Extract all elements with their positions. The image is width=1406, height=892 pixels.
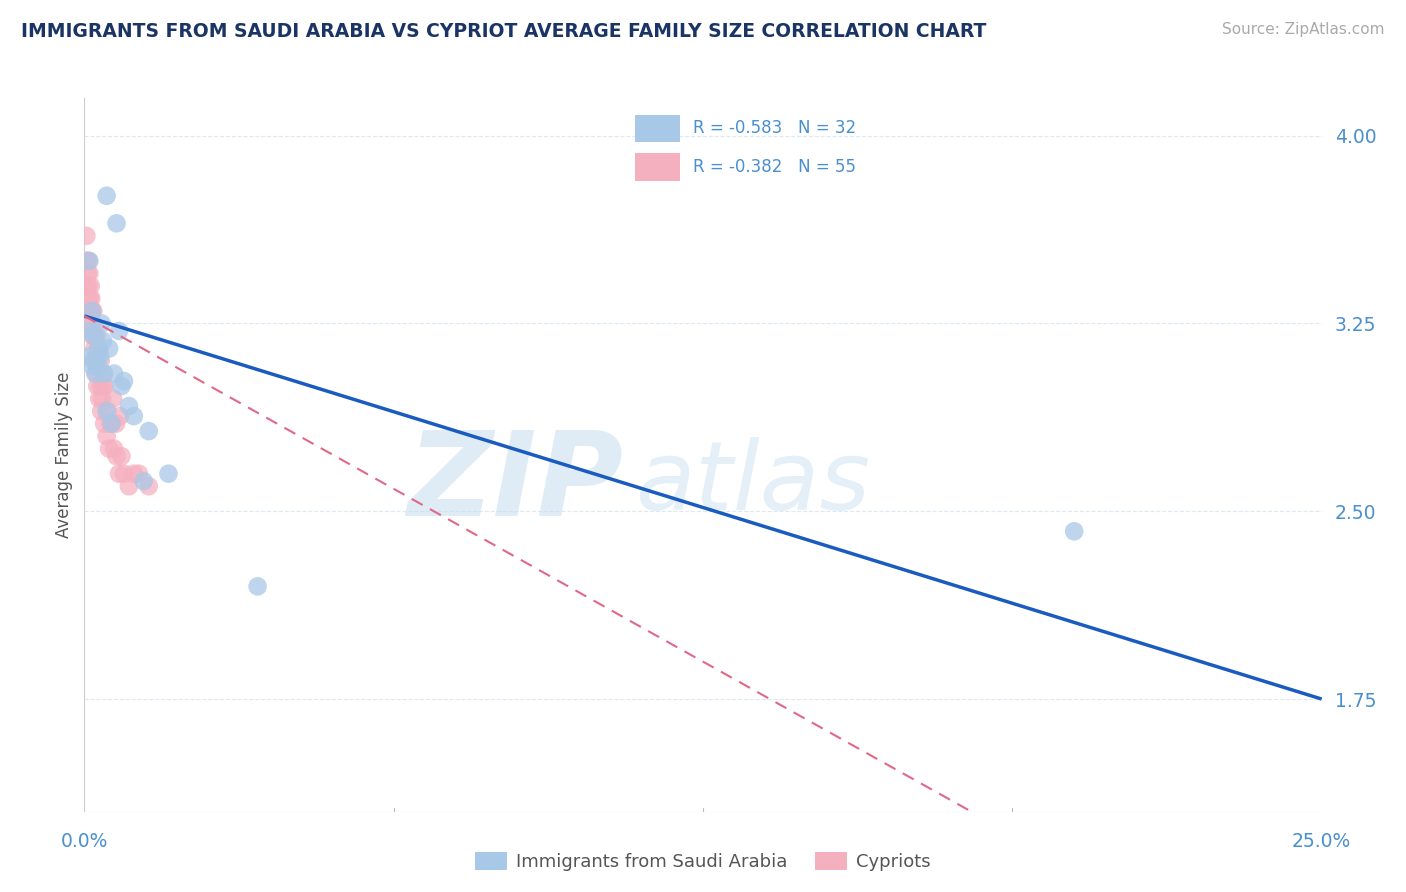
Point [79, 349, 101, 363]
Point [87, 359, 110, 373]
Point [79, 253, 101, 268]
Point [91, 379, 114, 393]
Point [112, 374, 135, 388]
Point [82, 359, 104, 373]
Point [82, 354, 104, 368]
Point [80, 317, 103, 331]
Point [87, 342, 110, 356]
Point [83, 329, 105, 343]
Point [108, 409, 131, 423]
Point [246, 579, 269, 593]
Y-axis label: Average Family Size: Average Family Size [55, 372, 73, 538]
Point [103, 367, 125, 381]
Point [91, 334, 114, 348]
Point [105, 417, 128, 431]
Point [86, 349, 108, 363]
Text: ZIP: ZIP [406, 426, 623, 541]
Point [90, 354, 112, 368]
Point [138, 479, 160, 493]
Point [98, 342, 121, 356]
Point [96, 429, 118, 443]
Point [83, 329, 105, 343]
Legend: Immigrants from Saudi Arabia, Cypriots: Immigrants from Saudi Arabia, Cypriots [468, 845, 938, 879]
Point [77, 253, 100, 268]
Point [75, 228, 97, 243]
Point [97, 404, 120, 418]
Point [157, 467, 180, 481]
Point [79, 292, 101, 306]
Point [82, 304, 104, 318]
Point [82, 317, 104, 331]
Point [110, 379, 132, 393]
Point [84, 367, 107, 381]
Point [100, 417, 122, 431]
Point [138, 424, 160, 438]
Point [105, 449, 128, 463]
Point [118, 399, 141, 413]
Point [93, 379, 115, 393]
Point [122, 409, 145, 423]
Point [90, 317, 112, 331]
Point [86, 329, 108, 343]
Point [100, 417, 122, 431]
Text: 25.0%: 25.0% [1292, 831, 1351, 851]
Point [83, 342, 105, 356]
Point [77, 292, 100, 306]
Point [80, 304, 103, 318]
Point [105, 216, 128, 230]
Text: Source: ZipAtlas.com: Source: ZipAtlas.com [1222, 22, 1385, 37]
Point [128, 467, 150, 481]
Point [86, 379, 108, 393]
Point [89, 392, 111, 406]
Text: IMMIGRANTS FROM SAUDI ARABIA VS CYPRIOT AVERAGE FAMILY SIZE CORRELATION CHART: IMMIGRANTS FROM SAUDI ARABIA VS CYPRIOT … [21, 22, 987, 41]
Point [112, 467, 135, 481]
Point [91, 392, 114, 406]
Point [122, 467, 145, 481]
Point [76, 253, 98, 268]
Point [77, 279, 100, 293]
Point [82, 329, 104, 343]
Text: atlas: atlas [636, 437, 870, 530]
Point [79, 304, 101, 318]
Point [77, 324, 100, 338]
Point [110, 449, 132, 463]
Point [84, 367, 107, 381]
Point [132, 474, 155, 488]
Point [89, 342, 111, 356]
Point [93, 367, 115, 381]
Point [82, 304, 104, 318]
Point [79, 304, 101, 318]
Point [108, 324, 131, 338]
Point [80, 292, 103, 306]
Point [76, 279, 98, 293]
Point [90, 404, 112, 418]
Point [103, 442, 125, 456]
Point [91, 367, 114, 381]
Point [96, 404, 118, 418]
Text: 0.0%: 0.0% [60, 831, 108, 851]
Point [80, 279, 103, 293]
Point [118, 479, 141, 493]
Point [108, 467, 131, 481]
Point [80, 304, 103, 318]
Point [79, 266, 101, 280]
Point [87, 342, 110, 356]
Point [83, 329, 105, 343]
Point [101, 392, 124, 406]
Point [96, 188, 118, 202]
Point [100, 417, 122, 431]
Point [1063, 524, 1085, 539]
Point [89, 349, 111, 363]
Point [89, 379, 111, 393]
Point [75, 253, 97, 268]
Point [76, 266, 98, 280]
Point [93, 417, 115, 431]
Point [98, 442, 121, 456]
Point [84, 354, 107, 368]
Point [86, 349, 108, 363]
